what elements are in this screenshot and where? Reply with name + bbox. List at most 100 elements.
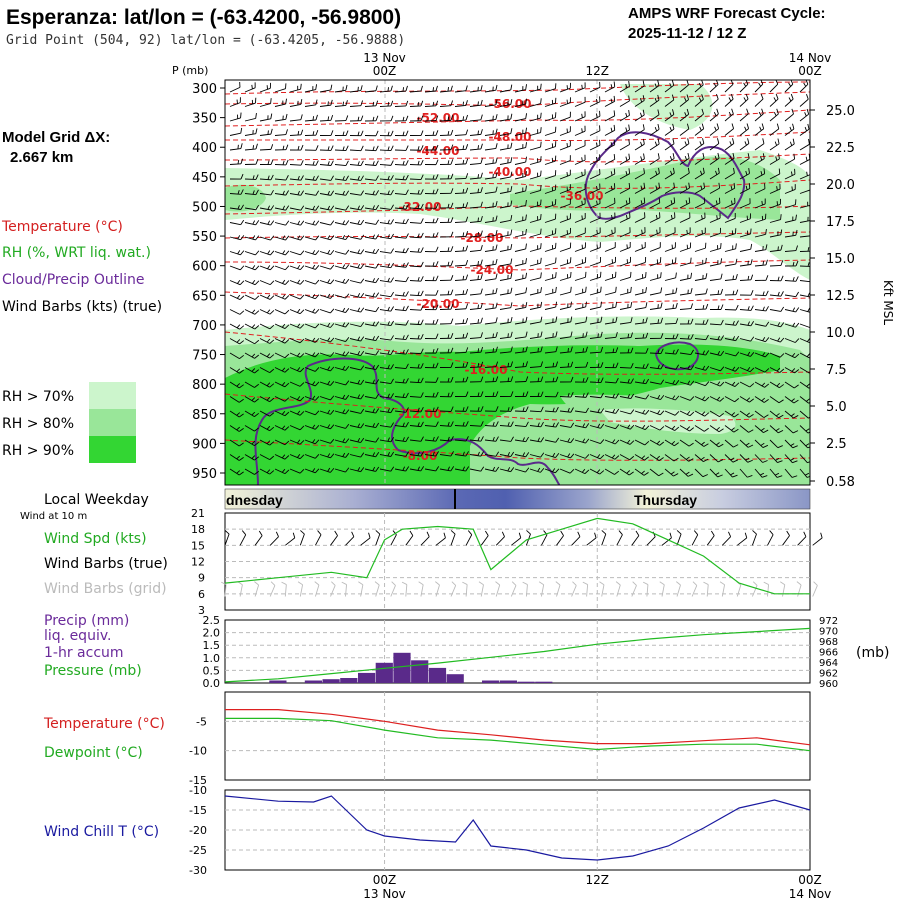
pressure-axis-label: P (mb) (172, 64, 208, 77)
wind-barb (439, 436, 454, 442)
wind-barb (379, 160, 394, 166)
wind-barb (529, 287, 542, 296)
wind-barb (799, 138, 810, 151)
wind-barb (739, 228, 752, 238)
wind-tick-label: 9 (198, 572, 205, 585)
wind-barb (589, 154, 601, 165)
wind-barb (634, 287, 647, 296)
wind-barb (664, 349, 679, 355)
wind-barb (259, 323, 275, 330)
station-title: Esperanza: lat/lon = (-63.4200, -56.9800… (6, 6, 401, 29)
wind-barb (364, 364, 380, 370)
height-ticks: 25.0 22.5 20.0 17.5 15.0 12.5 10.0 7.5 5.0 2.5 0.5… (810, 104, 855, 490)
wind-barb (229, 410, 244, 418)
surface-wind-barb (495, 531, 505, 546)
wind-chill-label: Wind Chill T (°C) (44, 824, 159, 840)
wind-barb (379, 189, 394, 196)
wind-barb (304, 190, 320, 196)
wind-barb (784, 123, 795, 136)
legend-rh80-label: RH > 80% (2, 416, 74, 432)
wind-barb (694, 350, 710, 356)
wind-barb (394, 378, 409, 384)
legend-rh90-swatch (89, 436, 136, 463)
wind-barb (319, 175, 334, 181)
wind-barb (469, 406, 484, 412)
wind-barb (799, 439, 810, 449)
bottom-date-label: 13 Nov (363, 887, 406, 900)
legend-wind-barbs: Wind Barbs (kts) (true) (2, 299, 162, 315)
wind-barb (439, 217, 454, 223)
wind-barb (364, 248, 380, 255)
wind-barb (694, 80, 704, 93)
wind-barb (709, 366, 725, 372)
wind-barb (454, 376, 469, 383)
wind-barb (424, 174, 439, 180)
wind-barb (274, 279, 290, 285)
wind-barb (529, 406, 544, 413)
wind-barb (379, 451, 395, 457)
wind-barb (349, 175, 364, 181)
wind-barb (649, 138, 660, 151)
wind-barb (649, 348, 664, 355)
wind-barb (274, 220, 290, 226)
wind-barb (589, 408, 605, 414)
wind-barb (514, 98, 528, 107)
wind-barb (694, 365, 710, 371)
wind-barb (619, 271, 632, 281)
wind-barb (484, 436, 499, 442)
wind-barb (724, 454, 739, 463)
wind-barb (409, 247, 424, 253)
wind-barb (559, 286, 572, 296)
wind-barb (259, 220, 275, 226)
wind-barb (244, 396, 260, 403)
wind-barb (349, 321, 365, 328)
precip-tick-label: 2.0 (203, 627, 221, 640)
wind-barb (424, 406, 439, 413)
wind-barb (334, 264, 350, 270)
wind-barb (244, 294, 260, 300)
wind-barb (409, 436, 424, 442)
wind-barb (334, 100, 348, 107)
cross-section-panel: -56.00-52.00-48.00-44.00-40.00-36.00-32.… (192, 79, 895, 490)
wind-barb (499, 186, 513, 194)
wind-barb (484, 229, 498, 238)
wind-barb (319, 249, 335, 255)
wind-barb (244, 82, 256, 93)
wind-barb (454, 187, 469, 194)
wind-barb (319, 366, 335, 372)
wind-barb (304, 337, 320, 343)
wind-barb (739, 243, 753, 252)
wind-barb (529, 467, 545, 473)
wind-barb (529, 376, 544, 383)
surface-wind-barb (420, 531, 430, 546)
grid-wind-barb (571, 581, 577, 597)
wind-barb (724, 228, 737, 238)
wind-barb (334, 380, 350, 386)
wind-barb (649, 302, 663, 310)
wind-barb (754, 183, 766, 194)
surface-wind-barb (721, 531, 732, 546)
wind-barb (799, 323, 810, 329)
wind-barb (424, 333, 439, 340)
wind-barb (664, 439, 679, 447)
wind-barb (589, 377, 604, 383)
wind-barb (484, 451, 500, 457)
model-grid-label: Model Grid ΔX: (2, 129, 110, 146)
grid-wind-barb (269, 581, 276, 597)
wind-barb (769, 108, 779, 122)
wind-barb (739, 93, 749, 107)
wind-barb (769, 396, 784, 404)
wind-barb (394, 130, 409, 137)
wind-barb (424, 261, 439, 267)
wind-barb (289, 352, 305, 358)
wind-barb (484, 172, 498, 180)
wind-barb (559, 301, 572, 310)
wind-barb (739, 305, 754, 311)
wind-barb (679, 380, 695, 386)
wind-barb (499, 376, 514, 383)
wind-barb (589, 346, 604, 354)
forecast-cycle-value: 2025-11-12 / 12 Z (628, 25, 746, 42)
wind-barb (259, 367, 275, 374)
wind-barb (619, 332, 633, 339)
